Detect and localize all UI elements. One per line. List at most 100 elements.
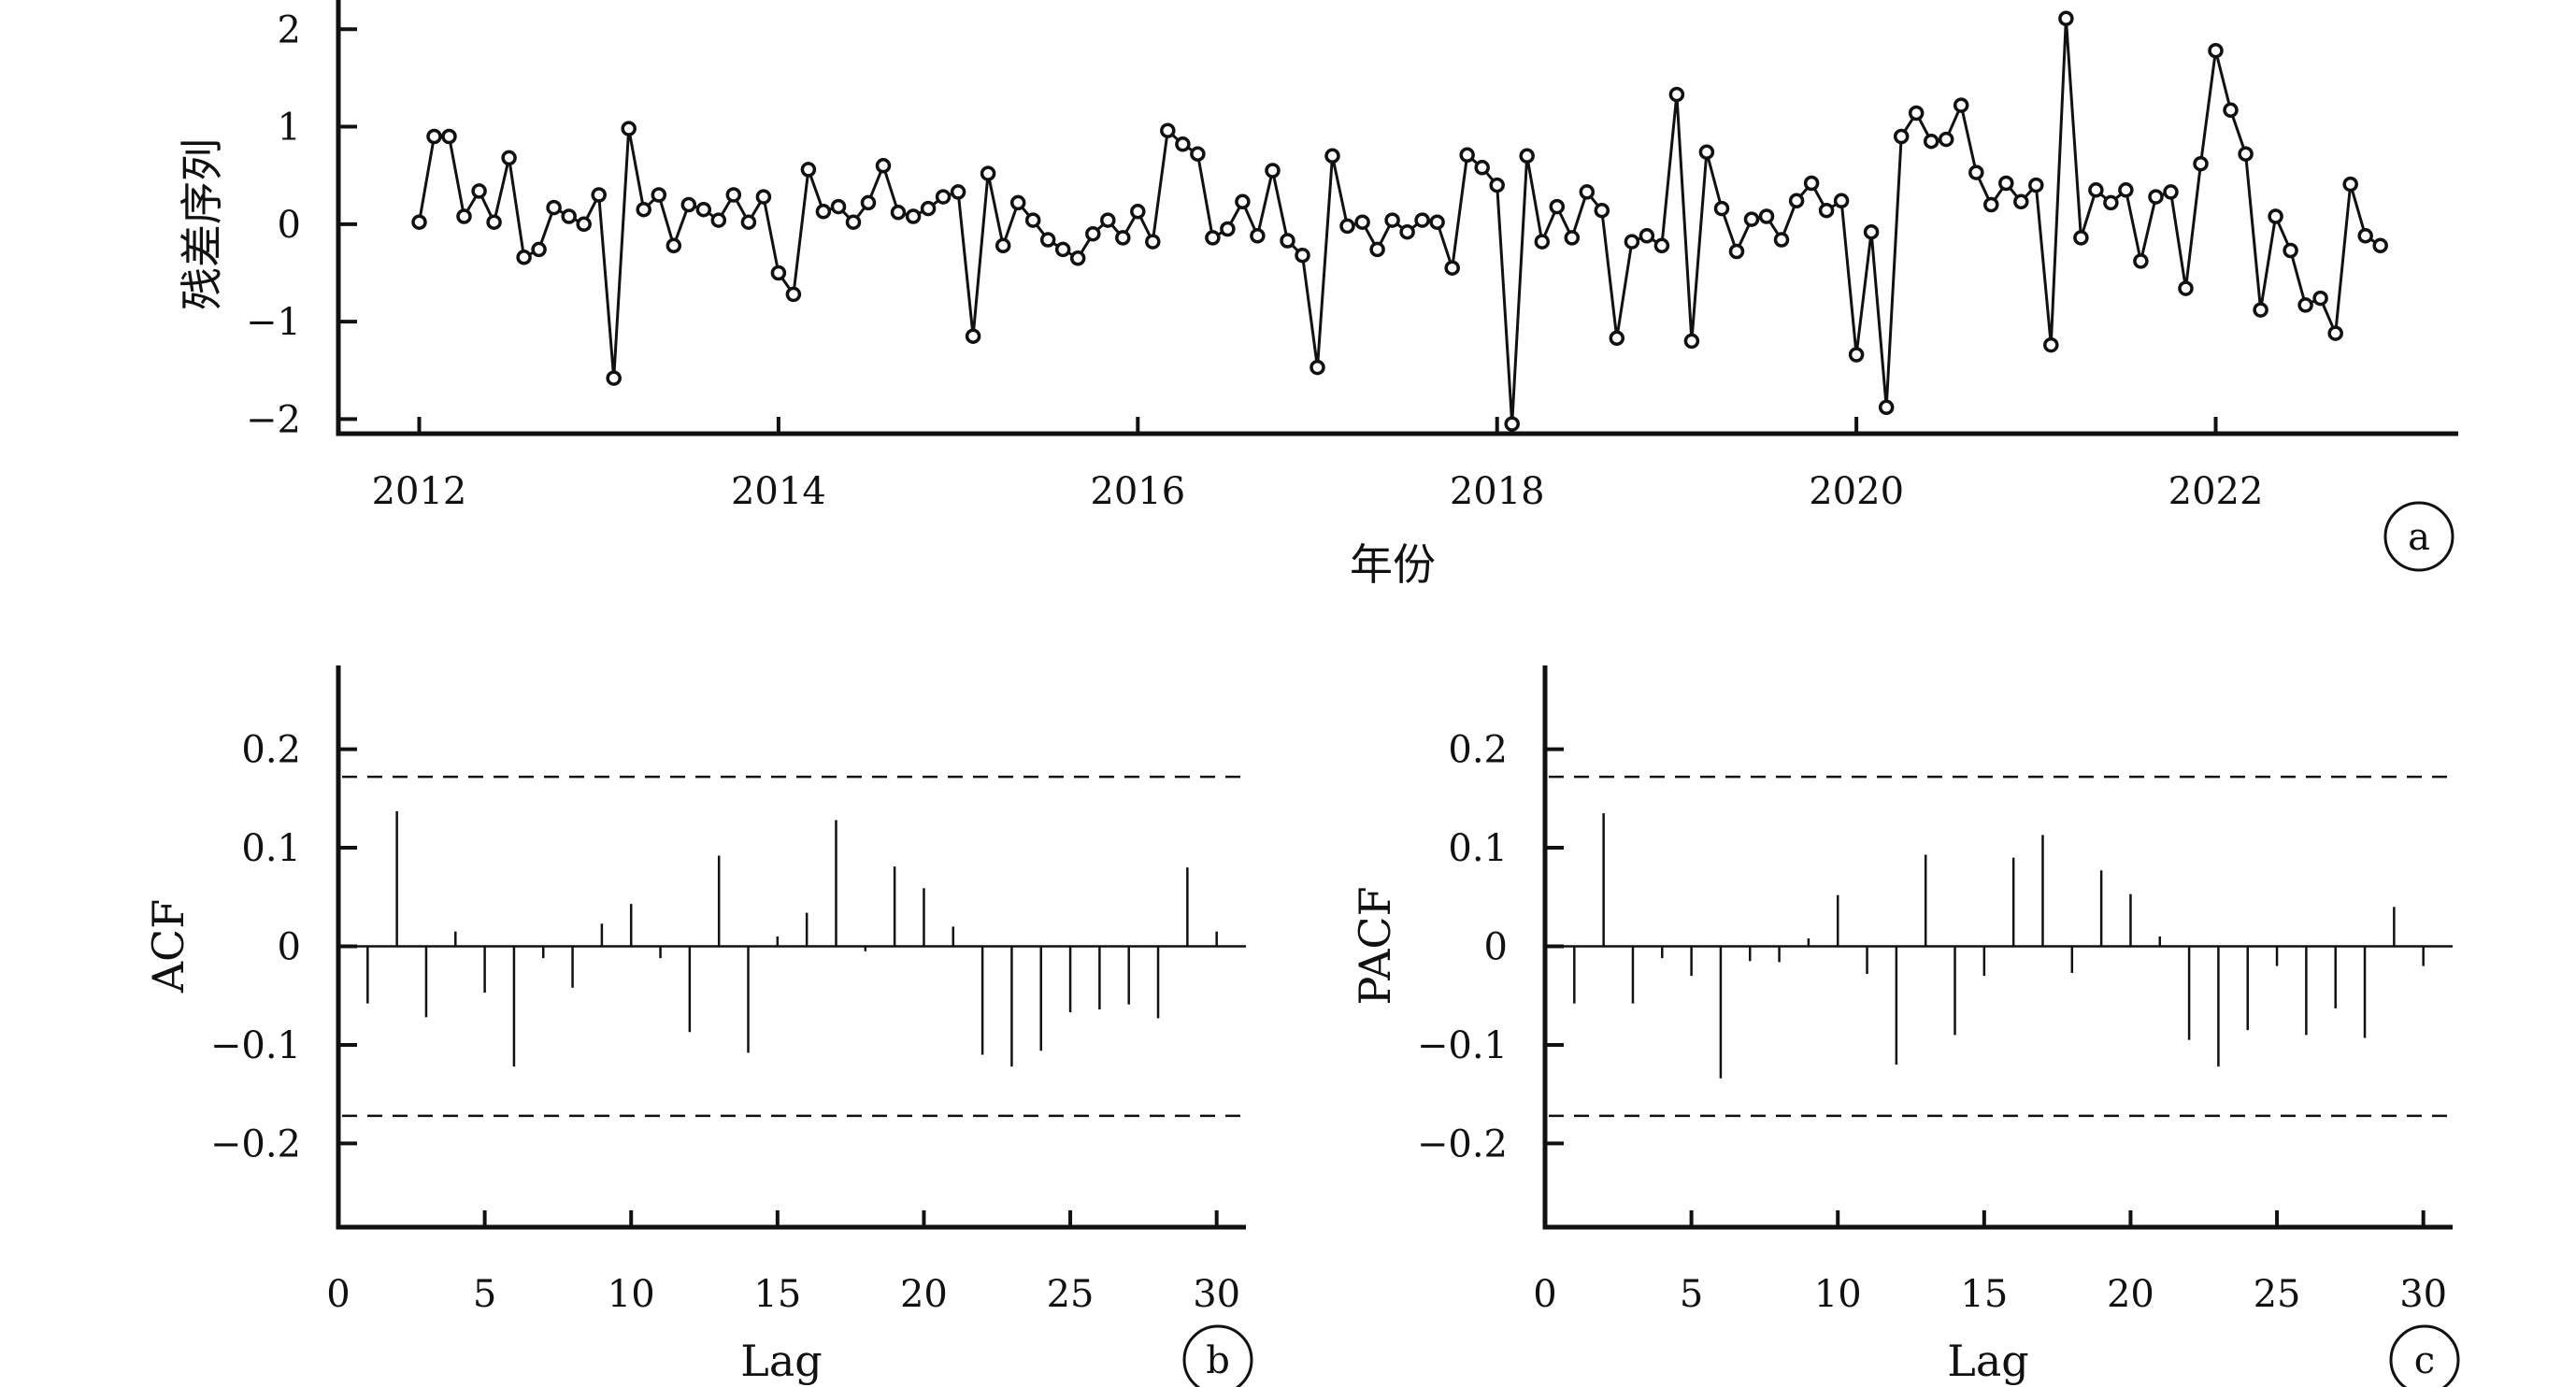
- residual-point: [2297, 297, 2313, 313]
- pacf-y-tick-label: 0: [1484, 926, 1508, 969]
- residual-point: [1549, 198, 1566, 215]
- residual-point: [636, 201, 651, 218]
- residual-x-tick-label: 2020: [1809, 470, 1904, 513]
- residual-plot-area: [411, 10, 2388, 432]
- residual-point: [1564, 230, 1581, 246]
- residual-point: [1653, 237, 1670, 254]
- pacf-y-tick-label: −0.2: [1417, 1122, 1508, 1165]
- pacf-x-ticks: 0 5 10 15 20 25 30: [1533, 1210, 2447, 1316]
- residual-point: [1009, 194, 1026, 211]
- residual-point: [1983, 196, 1999, 213]
- panel-label-b-circle: [1182, 1324, 1253, 1387]
- residual-point: [1923, 133, 1939, 150]
- acf-x-ticks: 0 5 10 15 20 25 30: [326, 1210, 1240, 1316]
- residual-point: [2013, 193, 2029, 210]
- residual-point: [2163, 184, 2179, 200]
- residual-point: [1250, 228, 1266, 244]
- residual-point: [1069, 250, 1086, 266]
- acf-x-tick-label: 15: [753, 1273, 801, 1316]
- residual-point: [1024, 212, 1041, 228]
- acf-panel: −0.2 −0.1 0 0.1 0.2 0 5 10 15 20 25 30 ACF Lag b: [143, 665, 1253, 1387]
- residual-point: [1039, 232, 1056, 248]
- acf-x-tick-label: 30: [1193, 1273, 1240, 1316]
- pacf-y-ticks: −0.2 −0.1 0 0.1 0.2: [1417, 729, 1564, 1165]
- panel-label-b: b: [1206, 1339, 1230, 1382]
- residual-point: [665, 237, 682, 254]
- residual-point: [680, 196, 697, 213]
- residual-y-ticks: −2 −1 0 1 2: [246, 8, 357, 441]
- pacf-panel: −0.2 −0.1 0 0.1 0.2 0 5 10 15 20 25 30 PACF Lag c: [1350, 665, 2460, 1387]
- residual-point: [1713, 200, 1730, 217]
- residual-point: [2058, 10, 2074, 27]
- residual-point: [830, 198, 847, 215]
- residual-point: [2148, 189, 2164, 205]
- residual-point: [1743, 211, 1760, 227]
- residual-point: [1205, 230, 1221, 246]
- residual-x-ticks: 2012 2014 2016 2018 2020 2022: [372, 417, 2263, 513]
- residual-point: [2372, 237, 2388, 254]
- residual-x-tick-label: 2016: [1090, 470, 1185, 513]
- residual-point: [1309, 359, 1325, 376]
- residual-point: [1698, 144, 1715, 160]
- residual-point: [1160, 122, 1176, 138]
- residual-point: [2327, 325, 2343, 341]
- acf-x-tick-label: 10: [608, 1273, 655, 1316]
- residual-point: [2118, 182, 2134, 198]
- residual-point: [890, 205, 907, 221]
- residual-point: [456, 208, 472, 224]
- residual-point: [1235, 193, 1251, 210]
- acf-x-tick-label: 0: [326, 1273, 350, 1316]
- residual-x-tick-label: 2012: [372, 470, 467, 513]
- pacf-y-axis-title: PACF: [1350, 886, 1400, 1005]
- residual-point: [1908, 105, 1925, 122]
- residual-point: [710, 212, 727, 228]
- residual-point: [1968, 164, 1984, 180]
- residual-point: [1639, 228, 1655, 244]
- residual-point: [591, 187, 607, 203]
- acf-y-tick-label: 0.2: [241, 729, 301, 772]
- residual-point: [1728, 243, 1745, 260]
- residual-y-tick-label: 2: [278, 8, 301, 51]
- residual-point: [1519, 148, 1535, 164]
- residual-point: [2028, 177, 2044, 193]
- pacf-x-tick-label: 10: [1814, 1273, 1862, 1316]
- pacf-x-tick-label: 20: [2107, 1273, 2154, 1316]
- residual-point: [561, 208, 577, 224]
- residual-point: [2193, 155, 2209, 172]
- residual-y-axis-title: 残差序列: [177, 138, 227, 310]
- residual-point: [1054, 241, 1071, 258]
- residual-y-tick-label: −1: [246, 301, 301, 344]
- residual-point: [2208, 42, 2224, 59]
- residual-point: [2043, 336, 2059, 353]
- acf-plot-area: [338, 775, 1246, 1118]
- acf-x-tick-label: 20: [900, 1273, 948, 1316]
- pacf-x-axis-title: Lag: [1947, 1336, 2028, 1386]
- acf-y-ticks: −0.2 −0.1 0 0.1 0.2: [210, 729, 357, 1165]
- residual-point: [441, 128, 457, 145]
- panel-label-c-circle: [2389, 1324, 2460, 1387]
- residual-point: [920, 200, 937, 217]
- residual-y-tick-label: 1: [278, 107, 301, 150]
- residual-series-panel: −2 −1 0 1 2 2012 2014 2016 2018 2020 2022 残差序列 年份…: [177, 0, 2458, 590]
- pacf-x-tick-label: 15: [1960, 1273, 2008, 1316]
- residual-point: [980, 165, 996, 181]
- residual-point: [1399, 223, 1415, 240]
- pacf-x-tick-label: 25: [2254, 1273, 2301, 1316]
- residual-point: [1624, 234, 1640, 250]
- residual-point: [770, 265, 787, 281]
- residual-point: [1429, 214, 1445, 230]
- residual-point: [1579, 184, 1596, 200]
- residual-point: [1953, 97, 1969, 113]
- pacf-x-tick-label: 0: [1533, 1273, 1556, 1316]
- residual-point: [2357, 228, 2373, 244]
- residual-point: [755, 189, 772, 205]
- pacf-y-tick-label: −0.1: [1417, 1024, 1508, 1067]
- residual-point: [815, 204, 832, 220]
- residual-point: [785, 286, 802, 303]
- residual-point: [486, 214, 502, 230]
- residual-point: [2073, 230, 2089, 246]
- residual-point: [1803, 175, 1820, 192]
- residual-point: [531, 241, 547, 258]
- residual-point: [1758, 208, 1775, 224]
